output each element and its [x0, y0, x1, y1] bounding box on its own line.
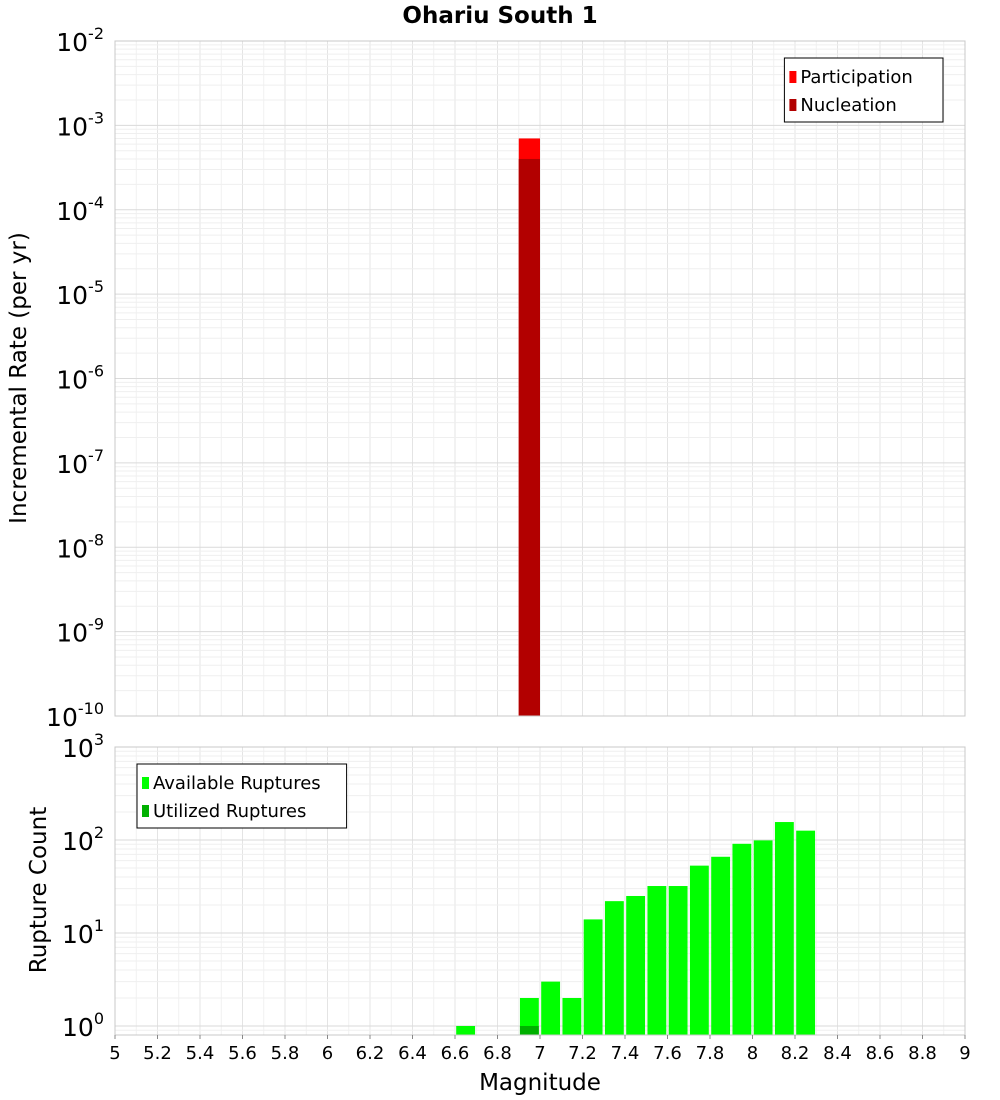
x-axis-title: Magnitude	[479, 1070, 601, 1096]
legend-swatch	[142, 777, 149, 789]
y-tick-label: 102	[62, 823, 104, 856]
bar-available-ruptures	[562, 997, 582, 1035]
x-tick-label: 5.6	[228, 1043, 257, 1064]
bottom-panel: 100 101 102 103 5 5.2 5.4 5.6 5.8 6 6.2 6.4 6.6 6.8 7 7…	[62, 730, 971, 1064]
x-tick-label: 7.6	[653, 1043, 682, 1064]
x-tick-label: 8.6	[866, 1043, 895, 1064]
bar-available-ruptures	[541, 981, 561, 1035]
y-tick-label: 10-3	[56, 108, 104, 141]
x-tick-label: 5.2	[143, 1043, 172, 1064]
bottom-bars	[456, 822, 816, 1035]
y-tick-label: 100	[62, 1009, 104, 1042]
bar-available-ruptures	[732, 843, 752, 1035]
bar-available-ruptures	[647, 886, 667, 1035]
bottom-legend: Available Ruptures Utilized Ruptures	[136, 763, 348, 829]
bar-available-ruptures	[796, 830, 816, 1035]
legend-label: Participation	[800, 67, 912, 88]
y-tick-label: 10-5	[56, 277, 104, 310]
x-tick-label: 5	[109, 1043, 120, 1064]
x-tick-label: 7.4	[611, 1043, 640, 1064]
legend-swatch	[789, 71, 797, 83]
x-tick-label: 8	[747, 1043, 758, 1064]
legend-swatch	[789, 99, 797, 111]
chart-title: Ohariu South 1	[402, 3, 597, 29]
bar-available-ruptures	[626, 895, 646, 1035]
y-tick-label: 10-6	[56, 362, 104, 395]
top-legend: Participation Nucleation	[783, 57, 944, 123]
top-panel: 10-10 10-9 10-8 10-7 10-6 10-5 10-4 10-3 10-2 Par…	[46, 24, 966, 732]
y-tick-label: 101	[62, 916, 104, 949]
legend-label: Utilized Ruptures	[153, 801, 306, 822]
legend-box	[783, 57, 944, 123]
x-tick-label: 8.8	[908, 1043, 937, 1064]
bar-available-ruptures	[711, 856, 731, 1035]
bottom-y-axis-title: Rupture Count	[26, 807, 52, 973]
x-tick-label: 7.8	[696, 1043, 725, 1064]
bar-utilized-ruptures	[519, 1025, 539, 1035]
top-y-axis-title: Incremental Rate (per yr)	[6, 232, 32, 524]
top-bars	[518, 138, 540, 717]
legend-swatch	[142, 805, 149, 817]
x-tick-label: 5.4	[186, 1043, 215, 1064]
x-tick-label: 8.4	[823, 1043, 852, 1064]
bar-available-ruptures	[689, 865, 709, 1035]
legend-box	[136, 763, 348, 829]
bar-available-ruptures	[774, 822, 794, 1035]
legend-label: Available Ruptures	[153, 773, 321, 794]
y-tick-label: 10-9	[56, 615, 104, 648]
x-tick-label: 6.6	[441, 1043, 470, 1064]
bar-available-ruptures	[456, 1025, 476, 1035]
x-tick-label: 7	[534, 1043, 545, 1064]
y-tick-label: 10-10	[46, 699, 104, 732]
bar-available-ruptures	[519, 997, 539, 1035]
x-tick-label: 9	[959, 1043, 970, 1064]
bar-available-ruptures	[668, 886, 688, 1035]
x-tick-label: 8.2	[781, 1043, 810, 1064]
top-plot-border	[114, 40, 966, 717]
y-tick-label: 10-8	[56, 530, 104, 563]
x-tick-label: 6.8	[483, 1043, 512, 1064]
y-tick-label: 10-7	[56, 446, 104, 479]
bar-available-ruptures	[583, 919, 603, 1035]
bar-available-ruptures	[753, 840, 773, 1035]
x-tick-label: 5.8	[271, 1043, 300, 1064]
legend-label: Nucleation	[800, 95, 896, 116]
x-tick-label: 7.2	[568, 1043, 597, 1064]
y-tick-label: 103	[62, 730, 104, 763]
x-tick-label: 6.4	[398, 1043, 427, 1064]
y-tick-label: 10-4	[56, 193, 104, 226]
x-tick-label: 6	[322, 1043, 333, 1064]
y-tick-label: 10-2	[56, 24, 104, 57]
x-tick-label: 6.2	[356, 1043, 385, 1064]
bar-nucleation	[518, 158, 540, 717]
bar-available-ruptures	[604, 901, 624, 1035]
